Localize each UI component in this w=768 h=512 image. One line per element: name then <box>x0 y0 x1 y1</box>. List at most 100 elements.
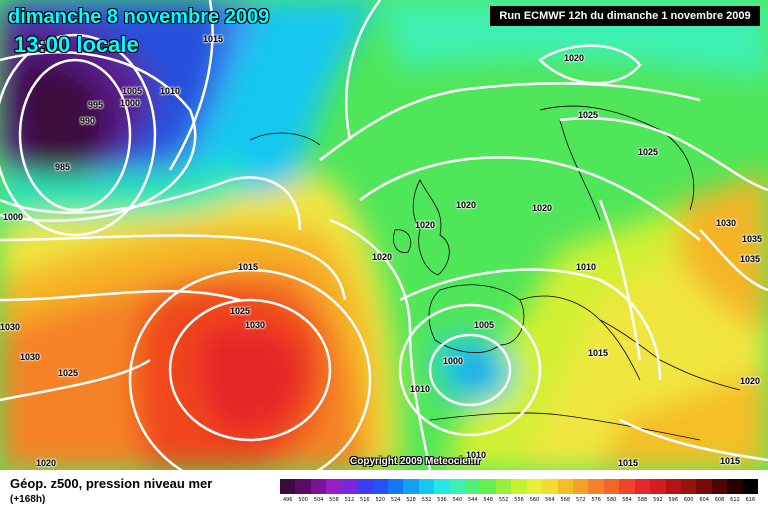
copyright-text: Copyright 2009 Meteociel.fr <box>350 456 481 467</box>
scale-swatch <box>588 479 604 494</box>
isobar-label: 1020 <box>532 203 553 213</box>
scale-swatch <box>680 479 697 494</box>
isobar-label: 1030 <box>20 352 41 362</box>
scale-label: 604 <box>699 497 709 503</box>
scale-label: 536 <box>437 497 447 503</box>
isobar-label: 1005 <box>474 320 495 330</box>
scale-label: 608 <box>714 497 725 503</box>
scale-swatch <box>495 479 512 494</box>
isobar-label: 1000 <box>3 212 24 222</box>
scale-swatch <box>711 479 728 494</box>
scale-swatch <box>418 479 435 494</box>
isobar-label: 1035 <box>740 254 761 264</box>
scale-label: 524 <box>390 497 401 503</box>
scale-label: 512 <box>344 497 355 503</box>
scale-label: 544 <box>468 497 478 503</box>
scale-swatch <box>727 479 743 494</box>
scale-label: 532 <box>421 497 432 503</box>
scale-swatch <box>742 479 759 494</box>
scale-swatch <box>372 479 388 494</box>
scale-swatch <box>542 479 558 494</box>
isobar-label: 1025 <box>638 147 659 157</box>
scale-swatch <box>557 479 574 494</box>
isobars <box>0 0 768 470</box>
legend-subtitle: (+168h) <box>10 494 46 505</box>
isobar-label: 1025 <box>578 110 599 120</box>
scale-swatch <box>326 479 342 494</box>
isobar-label: 1025 <box>230 306 251 316</box>
scale-label: 588 <box>637 497 648 503</box>
scale-label: 496 <box>282 497 293 503</box>
color-scale <box>280 479 759 494</box>
isobar-label: 1020 <box>564 53 585 63</box>
scale-swatch <box>619 479 635 494</box>
scale-swatch <box>573 479 589 494</box>
isobar-label: 985 <box>55 162 71 172</box>
scale-label: 576 <box>591 497 601 503</box>
isobar-label: 1005 <box>122 86 143 96</box>
isobar-label: 1020 <box>36 458 57 468</box>
scale-swatch <box>403 479 419 494</box>
coastline <box>249 105 741 441</box>
forecast-date: dimanche 8 novembre 2009 <box>8 6 270 28</box>
scale-swatch <box>665 479 681 494</box>
scale-swatch <box>449 479 466 494</box>
scale-label: 516 <box>360 497 370 503</box>
scale-label: 600 <box>683 497 694 503</box>
isobar-label: 995 <box>88 100 104 110</box>
scale-swatch <box>526 479 543 494</box>
scale-label: 584 <box>622 497 632 503</box>
isobar-label: 1020 <box>740 376 761 386</box>
weather-map <box>0 0 768 470</box>
scale-swatch <box>310 479 327 494</box>
scale-swatch <box>650 479 666 494</box>
geopotential-field <box>0 0 768 470</box>
isobar-label: 1025 <box>58 368 79 378</box>
isobar-label: 1010 <box>410 384 431 394</box>
scale-swatch <box>357 479 373 494</box>
isobar-label: 1000 <box>120 98 141 108</box>
scale-label: 540 <box>452 497 463 503</box>
isobar-label: 1030 <box>0 322 21 332</box>
scale-label: 528 <box>406 497 416 503</box>
scale-swatch <box>696 479 712 494</box>
scale-swatch <box>603 479 620 494</box>
isobar-label: 1015 <box>588 348 609 358</box>
scale-swatch <box>434 479 450 494</box>
isobar-label: 1020 <box>456 200 477 210</box>
scale-label: 508 <box>329 497 339 503</box>
scale-label: 504 <box>313 497 324 503</box>
isobar-label: 1035 <box>742 234 763 244</box>
scale-swatch <box>511 479 527 494</box>
scale-label: 564 <box>545 497 555 503</box>
scale-label: 560 <box>529 497 540 503</box>
isobar-label: 1015 <box>238 262 259 272</box>
scale-swatch <box>280 479 296 494</box>
scale-label: 612 <box>730 497 740 503</box>
legend-title: Géop. z500, pression niveau mer <box>10 476 213 491</box>
isobar-label: 1030 <box>716 218 737 228</box>
isobar-label: 1015 <box>618 458 639 468</box>
scale-swatch <box>634 479 651 494</box>
scale-swatch <box>387 479 404 494</box>
legend-bar: Géop. z500, pression niveau mer (+168h) … <box>0 470 768 512</box>
color-scale-labels: 496 500 504 508 512 516 520 524 528 532 536 540 544 5… <box>280 497 758 507</box>
scale-label: 580 <box>606 497 617 503</box>
isobar-label: 1015 <box>203 34 224 44</box>
scale-swatch <box>465 479 481 494</box>
isobar-label: 1015 <box>720 456 741 466</box>
isobar-label: 1010 <box>466 450 487 460</box>
scale-swatch <box>295 479 311 494</box>
isobar-label: 990 <box>80 116 96 126</box>
scale-label: 572 <box>575 497 586 503</box>
isobar-label: 1010 <box>576 262 597 272</box>
scale-label: 592 <box>653 497 663 503</box>
isobar-label: 1010 <box>160 86 181 96</box>
scale-label: 556 <box>514 497 524 503</box>
isobar-label: 1000 <box>443 356 464 366</box>
scale-swatch <box>480 479 496 494</box>
scale-label: 520 <box>375 497 386 503</box>
scale-swatch <box>341 479 358 494</box>
isobar-label: 1020 <box>415 220 436 230</box>
scale-label: 596 <box>668 497 679 503</box>
